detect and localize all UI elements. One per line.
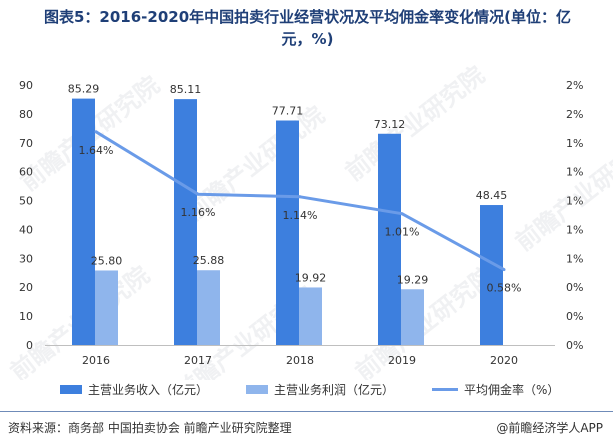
y-left-tick-label: 80 (19, 108, 33, 121)
bar-revenue-label: 85.11 (170, 83, 202, 96)
y-right-tick-label: 1% (566, 195, 583, 208)
bar-revenue (480, 205, 503, 345)
bar-revenue (174, 99, 197, 345)
watermark-text: 前瞻产业研究院 (510, 131, 613, 256)
bar-profit (401, 289, 424, 345)
y-left-tick-label: 60 (19, 166, 33, 179)
line-commission-label: 1.64% (79, 144, 114, 157)
x-tick-label: 2020 (490, 354, 518, 367)
y-left-tick-label: 50 (19, 195, 33, 208)
bar-revenue (276, 120, 299, 345)
line-commission-label: 0.58% (487, 282, 522, 295)
bar-revenue-label: 77.71 (272, 105, 304, 118)
legend-swatch-profit (246, 385, 269, 394)
legend-item-revenue: 主营业务收入（亿元） (60, 381, 208, 398)
bar-revenue (72, 98, 95, 346)
bar-profit-label: 25.88 (193, 254, 225, 267)
legend-swatch-commission (432, 388, 459, 391)
footer-divider (0, 411, 613, 412)
chart-canvas: 前瞻产业研究院前瞻产业研究院前瞻产业研究院前瞻产业研究院前瞻产业研究院前瞻产业研… (5, 61, 613, 380)
x-tick-label: 2018 (286, 354, 314, 367)
y-right-tick-label: 1% (566, 252, 583, 265)
bar-profit (197, 270, 220, 345)
bar-revenue-label: 73.12 (374, 118, 406, 131)
y-left-tick-label: 40 (19, 223, 33, 236)
line-commission-point (502, 268, 506, 272)
y-left-tick-label: 10 (19, 310, 33, 323)
line-commission (95, 130, 505, 271)
bar-revenue (378, 133, 401, 345)
watermark-text: 前瞻产业研究院 (340, 61, 490, 186)
bar-profit (95, 270, 118, 345)
line-commission-label: 1.01% (385, 226, 420, 239)
line-commission-label: 1.14% (283, 209, 318, 222)
y-left-tick-label: 70 (19, 137, 33, 150)
legend-swatch-revenue (60, 385, 82, 394)
legend-item-profit: 主营业务利润（亿元） (246, 381, 394, 398)
line-commission-point (400, 212, 404, 216)
line-commission-label: 1.16% (181, 206, 216, 219)
y-left-tick-label: 30 (19, 252, 33, 265)
x-tick-label: 2017 (184, 354, 212, 367)
y-right-tick-label: 1% (566, 137, 583, 150)
y-left-tick-label: 0 (26, 339, 33, 352)
bar-profit-label: 25.80 (91, 254, 123, 267)
y-right-tick-label: 2% (566, 79, 583, 92)
y-right-tick-label: 0% (566, 281, 583, 294)
chart-title-line2: 元，%) (281, 30, 334, 48)
y-right-tick-label: 1% (566, 223, 583, 236)
line-commission-point (196, 192, 200, 196)
y-right-tick-label: 1% (566, 166, 583, 179)
chart-title-line1: 图表5：2016-2020年中国拍卖行业经营状况及平均佣金率变化情况(单位：亿 (43, 8, 572, 26)
y-left-tick-label: 90 (19, 79, 33, 92)
bar-profit (299, 287, 322, 345)
y-right-tick-label: 0% (566, 339, 583, 352)
bar-revenue-label: 85.29 (68, 83, 100, 96)
chart-legend: 主营业务收入（亿元） 主营业务利润（亿元） 平均佣金率（%） (60, 381, 559, 398)
brand-credit: @前瞻经济学人APP (496, 421, 603, 435)
y-right-tick-label: 0% (566, 310, 583, 323)
legend-item-commission: 平均佣金率（%） (432, 381, 559, 398)
legend-label-commission: 平均佣金率（%） (464, 383, 560, 397)
source-note: 资料来源：商务部 中国拍卖协会 前瞻产业研究院整理 (8, 421, 292, 435)
chart-title: 图表5：2016-2020年中国拍卖行业经营状况及平均佣金率变化情况(单位：亿 … (10, 6, 605, 50)
x-tick-label: 2019 (388, 354, 416, 367)
x-tick-label: 2016 (82, 354, 110, 367)
legend-label-revenue: 主营业务收入（亿元） (88, 383, 209, 397)
bar-profit-label: 19.92 (295, 271, 327, 284)
bar-profit-label: 19.29 (397, 273, 429, 286)
legend-label-profit: 主营业务利润（亿元） (274, 383, 395, 397)
line-commission-point (94, 130, 98, 134)
y-right-tick-label: 2% (566, 108, 583, 121)
y-left-tick-label: 20 (19, 281, 33, 294)
bar-revenue-label: 48.45 (476, 189, 508, 202)
line-commission-point (298, 195, 302, 199)
